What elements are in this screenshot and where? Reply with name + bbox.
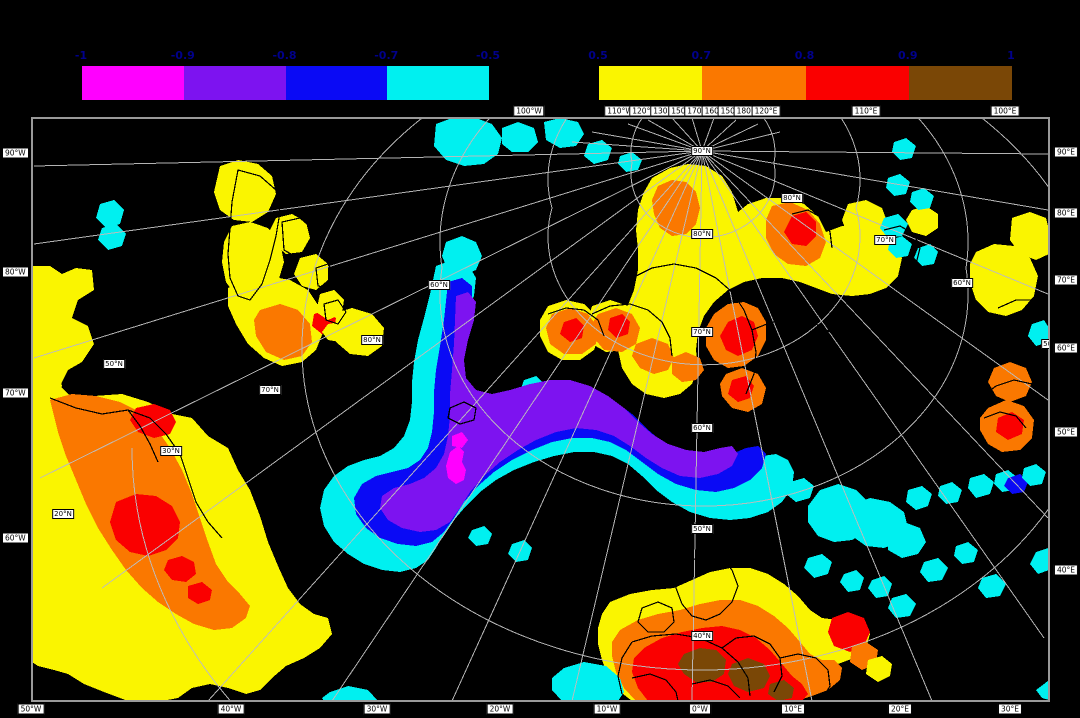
axis-label-bottom: 0°W (689, 703, 711, 715)
field-cyan-patches (96, 118, 1049, 701)
axis-label-top: 100°W (513, 105, 545, 117)
colorbar-negative (81, 65, 490, 101)
axis-label-bottom: 20°W (486, 703, 514, 715)
graticule-label: 90°N (691, 146, 713, 156)
axis-label-bottom: 50°W (17, 703, 45, 715)
colorbar-tick: 0.5 (588, 49, 608, 62)
colorbar-positive (598, 65, 1013, 101)
colorbar-segment-yellow (599, 66, 703, 100)
colorbar-segment-blue (285, 66, 388, 100)
axis-label-left: 90°W (2, 147, 29, 159)
axis-label-right: 90°E (1053, 146, 1078, 158)
graticule-label: 70°N (691, 327, 713, 337)
graticule-label: 40°N (691, 631, 713, 641)
map-canvas (32, 118, 1049, 701)
axis-label-right: 60°E (1053, 342, 1078, 354)
axis-label-left: 80°W (2, 266, 29, 278)
axis-label-right: 70°E (1053, 274, 1078, 286)
colorbar-segment-red (805, 66, 909, 100)
axis-label-top: 110°E (851, 105, 881, 117)
colorbar-tick: 0.9 (898, 49, 918, 62)
field-greenland-patches (214, 160, 346, 342)
graticule-label: 80°N (691, 229, 713, 239)
field-atlantic-negative-magenta (446, 432, 468, 484)
colorbar-segment-magenta (82, 66, 184, 100)
graticule (33, 118, 1049, 701)
graticule-label: 50°N (103, 359, 125, 369)
graticule-label: 60°N (691, 423, 713, 433)
graticule-label: 20°N (52, 509, 74, 519)
axis-label-bottom: 20°E (887, 703, 913, 715)
graticule-label: 60°N (428, 280, 450, 290)
colorbar-segment-orange (702, 66, 806, 100)
axis-label-bottom: 40°W (217, 703, 245, 715)
graticule-label: 80°N (361, 335, 383, 345)
axis-label-bottom: 30°W (363, 703, 391, 715)
axis-label-right: 80°E (1053, 207, 1078, 219)
axis-label-right: 50°E (1053, 426, 1078, 438)
colorbar-segment-brown (908, 66, 1012, 100)
field-atlantic-negative-purple (380, 292, 738, 532)
colorbar-tick: 0.7 (691, 49, 712, 62)
colorbar-segment-cyan (387, 66, 489, 100)
axis-label-left: 70°W (2, 387, 29, 399)
colorbar-tick: -0.5 (475, 49, 501, 62)
axis-label-left: 60°W (2, 532, 29, 544)
axis-label-top: 100°E (990, 105, 1020, 117)
coastlines (49, 169, 1049, 701)
axis-label-bottom: 30°E (997, 703, 1023, 715)
meridians (33, 118, 1049, 701)
graticule-label: 30°N (160, 446, 182, 456)
axis-label-bottom: 10°W (593, 703, 621, 715)
colorbar-tick: 0.8 (794, 49, 815, 62)
colorbar-tick: -1 (74, 49, 88, 62)
graticule-label: 70°N (874, 235, 896, 245)
parallels (131, 118, 1049, 701)
graticule-label: 70°N (259, 385, 281, 395)
map-panel[interactable]: 90°N 80°N 70°N 60°N 50°N 40°N 80°N 70°N 30°N 20°N… (31, 117, 1050, 702)
graticule-label: 80°N (781, 193, 803, 203)
graticule-label: 60°N (951, 278, 973, 288)
axis-label-top: 120°E (751, 105, 781, 117)
colorbar-tick: -0.8 (272, 49, 297, 62)
map-frame (32, 118, 1049, 701)
axis-label-bottom: 10°E (780, 703, 806, 715)
colorbar-tick: 1 (1007, 49, 1015, 62)
colorbar-segment-purple (183, 66, 286, 100)
colorbar-tick: -0.9 (170, 49, 195, 62)
colorbar-tick: -0.7 (374, 49, 399, 62)
field-europe-warm (598, 568, 892, 701)
graticule-label: 50°N (691, 524, 713, 534)
graticule-label: 50°N (1041, 339, 1049, 349)
axis-label-right: 40°E (1053, 564, 1078, 576)
